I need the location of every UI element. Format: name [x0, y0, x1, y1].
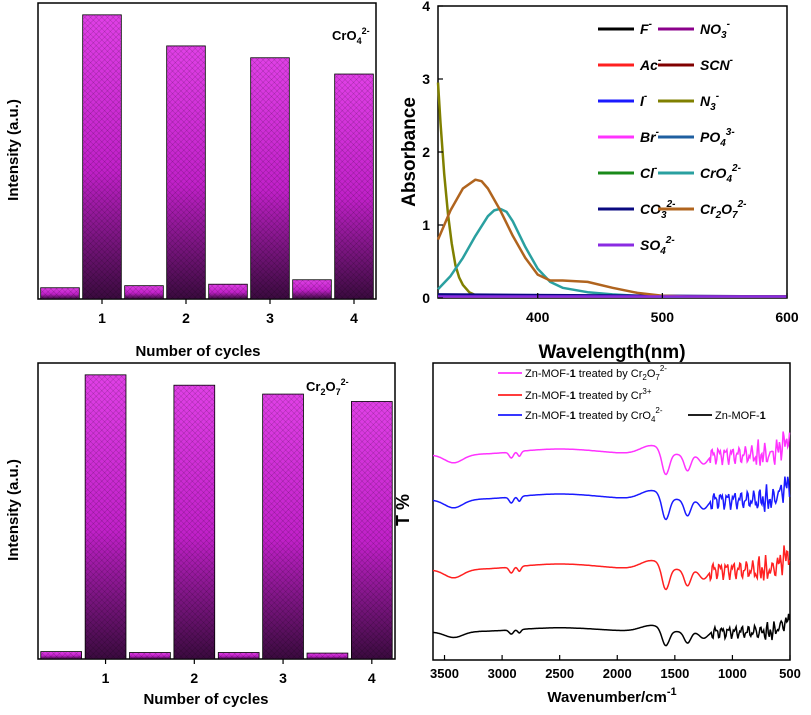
panel-c-annotation: Cr2O72-	[306, 377, 349, 397]
legend-label: Cl-	[640, 163, 658, 181]
y-tick-label: 2	[422, 144, 430, 160]
x-tick-label: 2500	[545, 666, 574, 681]
y-tick-label: 4	[422, 0, 430, 14]
panel-c-xlabel: Number of cycles	[143, 691, 268, 708]
x-tick-label: 2	[182, 310, 190, 326]
legend-label: N3-	[700, 91, 720, 113]
panel-b-xlabel: Wavelength(nm)	[538, 342, 685, 363]
bar-hatch-5	[208, 284, 248, 299]
spectrum-line-1	[432, 545, 791, 591]
legend-label: Br-	[640, 127, 660, 145]
spectrum-line-3	[432, 613, 791, 647]
bar-hatch-3	[124, 285, 164, 299]
panel-a-xlabel: Number of cycles	[135, 343, 260, 360]
panel-c-ylabel: Intensity (a.u.)	[5, 459, 22, 561]
bar-hatch-8	[351, 401, 393, 659]
panel-b-ylabel: Absorbance	[399, 97, 420, 207]
legend-label: Cr2O72-	[700, 199, 747, 221]
panel-a-frame	[37, 2, 377, 300]
bar-hatch-8	[334, 74, 374, 299]
legend-label: CrO42-	[700, 163, 742, 185]
x-tick-label: 500	[779, 666, 801, 681]
y-tick-label: 1	[422, 217, 430, 233]
bar-hatch-4	[166, 45, 206, 299]
x-tick-label: 500	[651, 309, 675, 325]
bar-hatch-7	[292, 279, 332, 299]
legend-label: Zn-MOF-1 treated by Cr3+	[525, 387, 652, 402]
x-tick-label: 3	[266, 310, 274, 326]
x-tick-label: 2	[190, 670, 198, 686]
panel-c-frame	[37, 362, 396, 660]
x-tick-label: 400	[526, 309, 550, 325]
panel-b: 400 500 600 0 1 2 3 4 F- NO3- Ac- SCN- I- N3- Br- PO43…	[399, 0, 799, 363]
x-tick-label: 3500	[430, 666, 459, 681]
bar-hatch-1	[40, 651, 82, 659]
bar-hatch-6	[250, 57, 290, 300]
series-line-cr	[436, 178, 787, 298]
x-tick-label: 4	[350, 310, 358, 326]
bar-hatch-4	[173, 385, 215, 659]
panel-a-annotation: CrO42-	[332, 26, 370, 46]
y-tick-label: 3	[422, 71, 430, 87]
bar-hatch-2	[82, 14, 122, 300]
bar-hatch-1	[40, 287, 80, 299]
series-line-cro	[437, 207, 787, 298]
x-tick-label: 600	[775, 309, 799, 325]
legend-label: SO42-	[640, 235, 675, 257]
panel-d-ylabel: T %	[393, 494, 413, 526]
x-tick-label: 3	[279, 670, 287, 686]
y-tick-label: 0	[422, 290, 430, 306]
legend-label: F-	[640, 19, 653, 37]
panel-d-xlabel: Wavenumber/cm-1	[547, 686, 676, 706]
legend-label: NO3-	[700, 19, 731, 41]
bar-hatch-3	[129, 652, 171, 659]
legend-label: Ac-	[639, 55, 662, 73]
series-line-n	[436, 82, 787, 298]
panel-a-ylabel: Intensity (a.u.)	[5, 99, 22, 201]
legend-label: CO32-	[640, 199, 676, 221]
x-tick-label: 1000	[718, 666, 747, 681]
x-tick-label: 4	[368, 670, 376, 686]
panel-b-frame	[437, 5, 788, 299]
x-tick-label: 1500	[660, 666, 689, 681]
legend-label: Zn-MOF-1	[715, 410, 766, 422]
bar-hatch-5	[218, 652, 260, 659]
panel-d-frame	[432, 362, 791, 661]
panel-d: 3500 3000 2500 2000 1500 1000 500 Zn-MOF-1 tre…	[393, 362, 801, 706]
bar-hatch-6	[262, 394, 304, 659]
panel-c: 1 2 3 4 Number of cycles Intensity (a.u.) C…	[5, 362, 396, 708]
x-tick-label: 1	[102, 670, 110, 686]
x-tick-label: 3000	[488, 666, 517, 681]
legend-label: Zn-MOF-1 treated by Cr2O72-	[525, 364, 667, 382]
legend-label: SCN-	[700, 55, 734, 73]
legend-label: Zn-MOF-1 treated by CrO42-	[525, 406, 663, 424]
spectrum-line-0	[432, 431, 791, 476]
x-tick-label: 2000	[603, 666, 632, 681]
bar-hatch-2	[85, 374, 126, 659]
panel-a: 1 2 3 4 Number of cycles Intensity (a.u.) C…	[5, 2, 377, 360]
legend-label: I-	[640, 91, 648, 109]
spectrum-line-2	[432, 476, 791, 521]
bar-hatch-7	[307, 653, 348, 659]
x-tick-label: 1	[98, 310, 106, 326]
legend-label: PO43-	[700, 127, 735, 149]
